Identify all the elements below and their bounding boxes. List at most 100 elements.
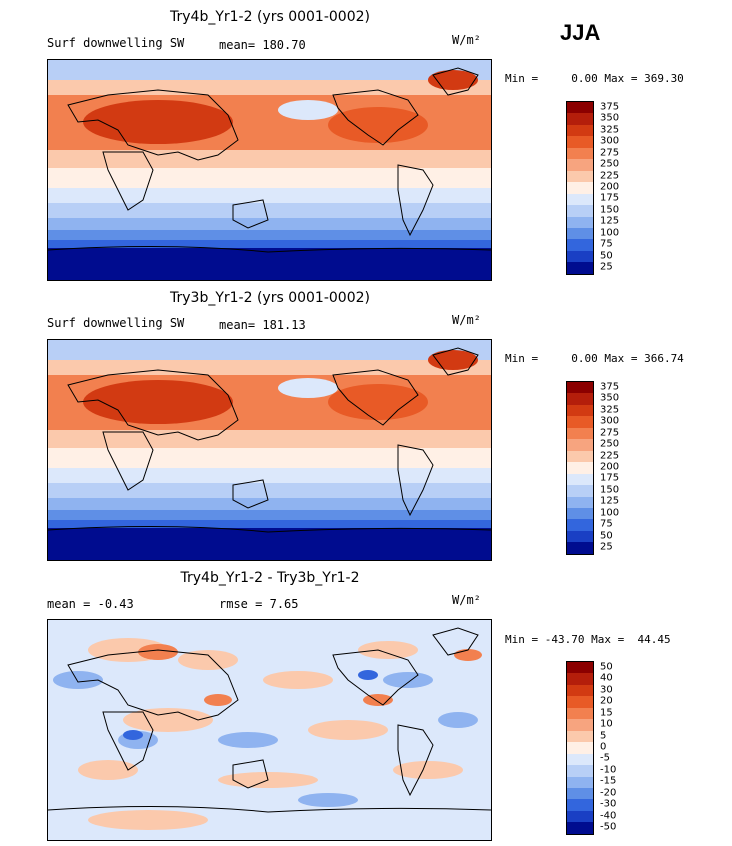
colorbar-swatch	[567, 742, 593, 754]
colorbar-swatch	[567, 485, 593, 497]
colorbar-swatch	[567, 810, 593, 823]
colorbar-tick-label: -50	[600, 821, 617, 833]
colorbar-swatch	[567, 662, 593, 674]
panel2-title: Try3b_Yr1-2 (yrs 0001-0002)	[170, 290, 370, 306]
colorbar-swatch	[567, 696, 593, 708]
panel3-colorbar	[566, 661, 594, 835]
colorbar-tick-label: 175	[600, 192, 620, 204]
panel3-mean-value: -0.43	[97, 597, 134, 611]
colorbar-tick-label: 40	[600, 672, 613, 684]
colorbar-tick-label: -10	[600, 764, 617, 776]
panel2-colorbar	[566, 381, 594, 555]
panel1-map	[47, 59, 492, 281]
colorbar-tick-label: 350	[600, 112, 620, 124]
panel2-mean: mean= 181.13	[219, 318, 306, 332]
colorbar-swatch	[567, 673, 593, 685]
panel3-minmax: Min = -43.70 Max = 44.45	[505, 633, 671, 646]
colorbar-swatch	[567, 473, 593, 486]
panel3-units: W/m²	[452, 593, 481, 607]
panel1-mean-label: mean=	[219, 38, 256, 52]
colorbar-tick-label: 75	[600, 238, 613, 250]
colorbar-swatch	[567, 170, 593, 183]
panel1-mean: mean= 180.70	[219, 38, 306, 52]
colorbar-swatch	[567, 136, 593, 148]
colorbar-swatch	[567, 427, 593, 440]
colorbar-swatch	[567, 404, 593, 417]
colorbar-swatch	[567, 113, 593, 125]
colorbar-tick-label: 100	[600, 227, 620, 239]
colorbar-tick-label: 325	[600, 124, 620, 136]
panel1-mean-value: 180.70	[262, 38, 306, 52]
panel2-variable: Surf downwelling SW	[47, 316, 185, 330]
colorbar-swatch	[567, 799, 593, 811]
colorbar-swatch	[567, 216, 593, 228]
colorbar-swatch	[567, 719, 593, 731]
panel2-units: W/m²	[452, 313, 481, 327]
colorbar-tick-label: 50	[600, 530, 613, 542]
colorbar-tick-label: 50	[600, 661, 613, 673]
panel2-mean-value: 181.13	[262, 318, 306, 332]
colorbar-tick-label: 25	[600, 541, 613, 553]
panel1-units: W/m²	[452, 33, 481, 47]
colorbar-tick-label: 300	[600, 135, 620, 147]
colorbar-tick-label: 5	[600, 730, 607, 742]
colorbar-tick-label: -15	[600, 775, 617, 787]
colorbar-swatch	[567, 507, 593, 520]
colorbar-tick-label: 275	[600, 147, 620, 159]
colorbar-tick-label: -30	[600, 798, 617, 810]
colorbar-swatch	[567, 496, 593, 508]
colorbar-swatch	[567, 753, 593, 766]
panel3-mean-label: mean =	[47, 597, 91, 611]
panel3-map	[47, 619, 492, 841]
colorbar-swatch	[567, 450, 593, 463]
colorbar-tick-label: 325	[600, 404, 620, 416]
panel1-title: Try4b_Yr1-2 (yrs 0001-0002)	[170, 9, 370, 25]
colorbar-swatch	[567, 102, 593, 114]
colorbar-swatch	[567, 776, 593, 788]
colorbar-tick-label: 225	[600, 450, 620, 462]
panel3-map-svg	[48, 620, 491, 840]
panel3-rmse: rmse = 7.65	[219, 597, 299, 611]
panel3-rmse-label: rmse =	[219, 597, 263, 611]
colorbar-swatch	[567, 239, 593, 251]
panel3-mean: mean = -0.43	[47, 597, 134, 611]
colorbar-swatch	[567, 439, 593, 451]
colorbar-swatch	[567, 250, 593, 263]
colorbar-swatch	[567, 124, 593, 137]
colorbar-swatch	[567, 684, 593, 697]
colorbar-swatch	[567, 382, 593, 394]
colorbar-swatch	[567, 822, 593, 834]
colorbar-tick-label: 125	[600, 495, 620, 507]
colorbar-tick-label: 200	[600, 181, 620, 193]
season-label: JJA	[560, 20, 601, 45]
colorbar-tick-label: 225	[600, 170, 620, 182]
colorbar-tick-label: 15	[600, 707, 613, 719]
colorbar-tick-label: 250	[600, 158, 620, 170]
colorbar-swatch	[567, 730, 593, 743]
panel1-map-svg	[48, 60, 491, 280]
colorbar-tick-label: 125	[600, 215, 620, 227]
colorbar-swatch	[567, 147, 593, 160]
colorbar-tick-label: 30	[600, 684, 613, 696]
colorbar-tick-label: 275	[600, 427, 620, 439]
panel3-title: Try4b_Yr1-2 - Try3b_Yr1-2	[180, 570, 360, 586]
colorbar-tick-label: 0	[600, 741, 607, 753]
colorbar-swatch	[567, 159, 593, 171]
panel2-map	[47, 339, 492, 561]
panel1-colorbar	[566, 101, 594, 275]
colorbar-tick-label: 100	[600, 507, 620, 519]
colorbar-tick-label: 10	[600, 718, 613, 730]
colorbar-tick-label: 375	[600, 381, 620, 393]
colorbar-swatch	[567, 530, 593, 543]
colorbar-swatch	[567, 205, 593, 217]
colorbar-swatch	[567, 707, 593, 720]
colorbar-tick-label: -40	[600, 810, 617, 822]
colorbar-swatch	[567, 227, 593, 240]
colorbar-swatch	[567, 416, 593, 428]
colorbar-swatch	[567, 182, 593, 194]
colorbar-tick-label: 150	[600, 484, 620, 496]
colorbar-tick-label: 350	[600, 392, 620, 404]
colorbar-swatch	[567, 193, 593, 206]
colorbar-tick-label: 375	[600, 101, 620, 113]
colorbar-tick-label: 175	[600, 472, 620, 484]
